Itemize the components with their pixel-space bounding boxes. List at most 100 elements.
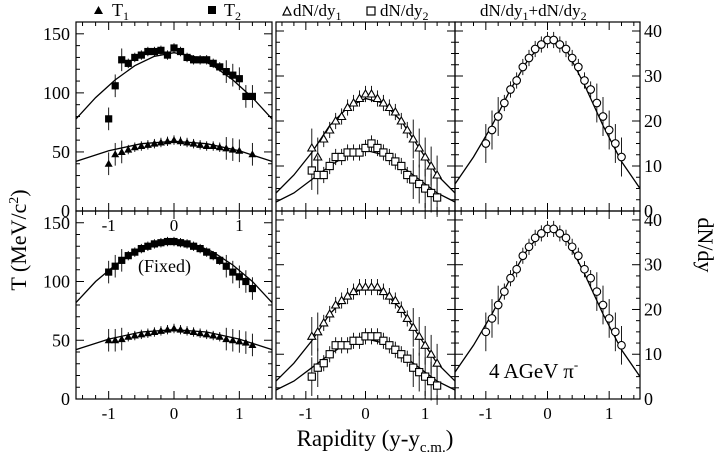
data-point	[493, 300, 503, 310]
data-point	[196, 329, 205, 337]
data-point	[170, 237, 178, 246]
data-point	[130, 331, 139, 339]
data-point	[196, 56, 204, 64]
data-point	[235, 273, 243, 281]
y-tick-label: 50	[52, 330, 70, 350]
data-point	[111, 82, 119, 90]
data-point	[598, 112, 608, 121]
panel-top-left: -1 0 1 0 50 100 150	[43, 21, 273, 235]
x-tick-label: 0	[170, 216, 179, 235]
data-point	[390, 106, 401, 116]
data-point	[248, 150, 257, 158]
panel-frame	[275, 21, 456, 212]
data-point	[549, 35, 559, 45]
data-point	[324, 308, 335, 318]
data-point	[124, 332, 133, 340]
data-point	[150, 139, 159, 147]
data-point	[573, 62, 583, 72]
data-point	[111, 150, 120, 158]
data-point	[366, 88, 377, 98]
data-point	[176, 137, 185, 145]
data-point	[215, 143, 224, 151]
data-point	[366, 281, 377, 291]
data-point	[396, 115, 407, 125]
data-point	[549, 224, 559, 234]
data-point	[170, 136, 178, 144]
data-point	[391, 345, 400, 354]
data-point	[518, 251, 528, 261]
y-tick-label: 100	[43, 83, 70, 103]
data-point	[499, 287, 509, 296]
data-point	[379, 148, 388, 157]
data-point	[229, 268, 237, 276]
data-point	[414, 331, 425, 340]
data-point	[372, 281, 383, 291]
data-point	[209, 142, 218, 150]
legend-marker-t1	[94, 6, 103, 14]
data-point	[336, 295, 347, 305]
data-point	[426, 160, 437, 170]
x-tick-label: 0	[361, 404, 370, 423]
data-point	[131, 53, 139, 62]
data-point	[117, 147, 126, 155]
data-point	[183, 138, 192, 146]
data-point	[307, 372, 316, 381]
data-point	[561, 233, 571, 243]
data-point	[561, 44, 571, 54]
data-point	[228, 336, 237, 344]
data-point	[530, 44, 540, 54]
data-point	[567, 242, 577, 252]
data-point	[318, 133, 329, 143]
data-point	[586, 85, 596, 94]
data-point	[567, 53, 577, 63]
data-point	[421, 184, 430, 193]
data-point	[312, 326, 323, 336]
data-point	[536, 40, 546, 49]
x-tick-label: 0	[170, 404, 179, 423]
data-point	[336, 111, 347, 121]
data-point	[248, 92, 256, 101]
x-axis-title: Rapidity (y-yc.m.)	[297, 426, 454, 456]
data-point	[157, 239, 165, 247]
data-point	[415, 367, 424, 377]
data-point	[506, 273, 515, 283]
data-point	[355, 148, 364, 157]
data-point	[209, 59, 217, 67]
y-tick-label: 0	[61, 201, 70, 221]
data-point	[403, 354, 412, 363]
data-point	[248, 340, 257, 348]
y-tick-label-right: 10	[644, 156, 662, 176]
data-point	[137, 142, 146, 150]
data-point	[432, 358, 443, 367]
data-point	[235, 337, 244, 345]
y-tick-label-right: 20	[644, 111, 662, 131]
data-point	[222, 68, 230, 76]
data-point	[396, 304, 407, 314]
data-point	[506, 85, 515, 94]
data-point	[493, 112, 503, 121]
data-point	[330, 299, 341, 309]
data-point	[384, 102, 395, 112]
data-point	[104, 336, 113, 344]
data-point	[354, 281, 365, 291]
data-point	[196, 140, 205, 148]
data-point	[156, 138, 165, 146]
data-point	[415, 179, 424, 189]
data-point	[183, 240, 191, 248]
data-point	[555, 40, 565, 49]
data-point	[499, 98, 509, 108]
data-point	[202, 142, 211, 150]
y-tick-label-right: 40	[644, 210, 662, 230]
x-tick-label: -1	[299, 404, 313, 423]
data-point	[144, 242, 152, 250]
data-point	[189, 328, 198, 336]
data-point	[306, 142, 317, 152]
data-point	[481, 327, 491, 337]
data-point	[209, 331, 218, 339]
data-point	[604, 314, 614, 323]
panel-bottom-middle: -1 0 1	[275, 210, 456, 423]
data-point	[319, 170, 328, 180]
data-point	[241, 338, 250, 346]
fit-curve	[75, 52, 273, 120]
legend-marker-t2	[208, 6, 216, 14]
